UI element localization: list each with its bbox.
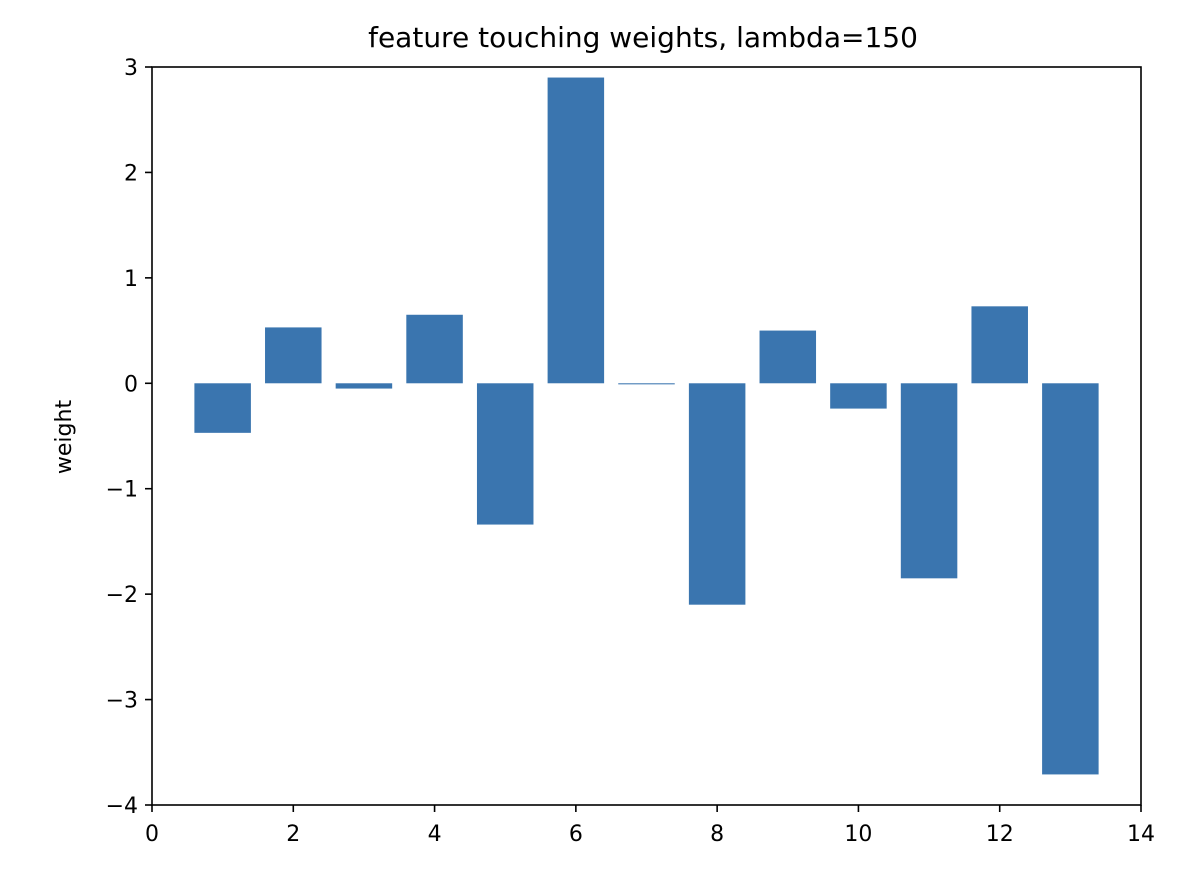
bar-4 [406, 314, 463, 384]
bar-5 [476, 383, 534, 525]
y-tick-label--4: −4 [106, 794, 138, 819]
bar-11 [900, 383, 958, 579]
y-tick-label--2: −2 [106, 583, 138, 608]
bar-1 [194, 383, 251, 433]
chart-title: feature touching weights, lambda=150 [368, 21, 918, 54]
y-tick-label-0: 0 [124, 372, 138, 397]
bar-2 [265, 327, 322, 384]
plot-frame [151, 66, 1142, 806]
x-tick-label-2: 2 [286, 822, 300, 847]
y-tick-label-2: 2 [124, 161, 138, 186]
bar-13 [1042, 383, 1099, 775]
x-tick-label-12: 12 [986, 822, 1014, 847]
x-tick-label-6: 6 [569, 822, 583, 847]
y-axis-label: weight [52, 400, 77, 475]
bars-group [194, 77, 1099, 775]
bar-6 [547, 77, 605, 384]
bar-3 [335, 383, 393, 389]
y-tick-label-1: 1 [124, 267, 138, 292]
bar-10 [830, 383, 887, 409]
bar-7 [618, 383, 675, 385]
x-tick-label-4: 4 [428, 822, 442, 847]
x-tick-label-10: 10 [844, 822, 872, 847]
bar-8 [688, 383, 746, 605]
bar-9 [759, 330, 817, 384]
x-tick-label-14: 14 [1127, 822, 1155, 847]
y-tick-label-3: 3 [124, 56, 138, 81]
x-tick-label-0: 0 [145, 822, 159, 847]
bar-12 [971, 306, 1028, 384]
x-tick-label-8: 8 [710, 822, 724, 847]
y-tick-label--1: −1 [106, 478, 138, 503]
y-tick-label--3: −3 [106, 689, 138, 714]
